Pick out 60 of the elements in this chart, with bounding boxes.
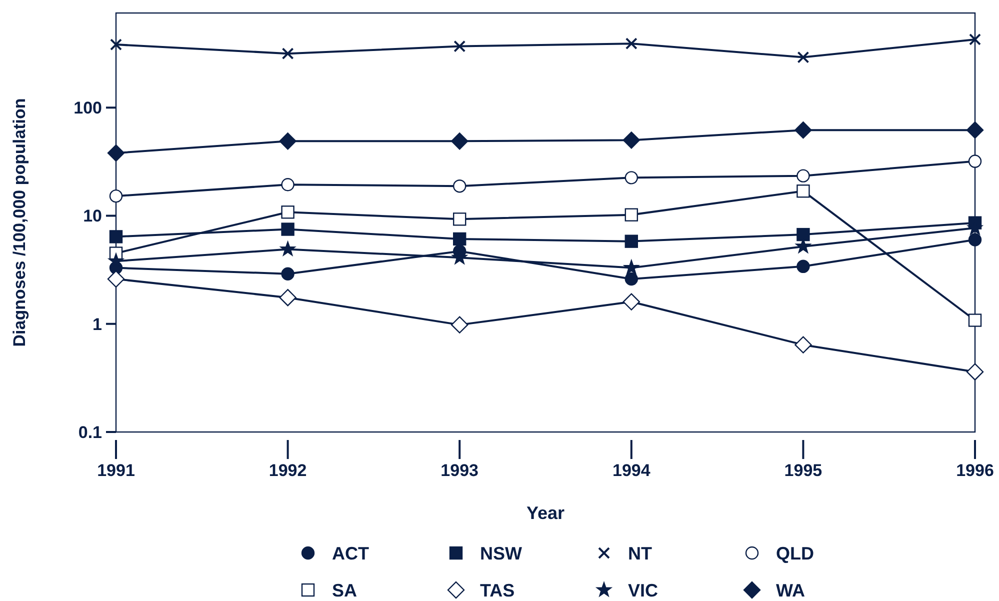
point — [968, 154, 982, 168]
point — [281, 267, 294, 280]
legend-label: NSW — [480, 543, 522, 564]
point — [966, 121, 984, 139]
legend-label: TAS — [480, 580, 515, 600]
point — [624, 208, 638, 222]
x-tick-label: 1996 — [956, 461, 994, 480]
point — [453, 212, 466, 226]
y-tick-label: 1 — [92, 314, 102, 334]
point — [797, 51, 810, 64]
point — [625, 38, 638, 50]
point — [282, 48, 294, 60]
y-tick-label: 10 — [83, 206, 102, 226]
point — [107, 270, 125, 288]
y-axis-title: Diagnoses /100,000 population — [10, 98, 29, 347]
point — [796, 169, 810, 182]
point — [281, 222, 294, 236]
point — [451, 132, 468, 150]
point — [966, 363, 984, 380]
point — [624, 260, 640, 274]
legend-label: WA — [776, 580, 805, 600]
point — [107, 144, 125, 162]
legend-label: NT — [628, 543, 652, 564]
point — [622, 132, 640, 149]
point — [281, 178, 294, 192]
point — [624, 234, 638, 248]
point — [624, 272, 638, 286]
point — [279, 132, 296, 150]
point — [796, 184, 810, 198]
legend-label: QLD — [776, 543, 814, 564]
point — [624, 171, 638, 184]
point — [451, 316, 468, 334]
x-tick-label: 1994 — [612, 461, 651, 480]
point — [109, 230, 123, 244]
point — [794, 336, 812, 354]
point — [794, 121, 812, 139]
point — [969, 33, 981, 46]
point — [622, 293, 640, 310]
legend-label: ACT — [332, 543, 369, 564]
point — [796, 228, 810, 242]
point — [109, 189, 123, 203]
point — [453, 232, 466, 246]
y-tick-label: 100 — [74, 98, 102, 118]
point — [796, 260, 810, 274]
point — [279, 288, 296, 306]
point — [968, 233, 982, 246]
x-tick-label: 1992 — [268, 461, 307, 480]
point — [281, 206, 294, 219]
x-tick-label: 1993 — [440, 461, 479, 480]
y-tick-label: 0.1 — [78, 422, 102, 442]
point — [453, 180, 466, 193]
point — [110, 38, 122, 51]
x-tick-label: 1991 — [97, 461, 135, 480]
legend-label: SA — [332, 580, 358, 600]
point — [280, 241, 296, 256]
point — [968, 314, 982, 327]
legend-label: VIC — [628, 580, 658, 600]
x-axis-title: Year — [526, 503, 565, 523]
x-tick-label: 1995 — [784, 461, 822, 480]
point — [454, 40, 466, 52]
